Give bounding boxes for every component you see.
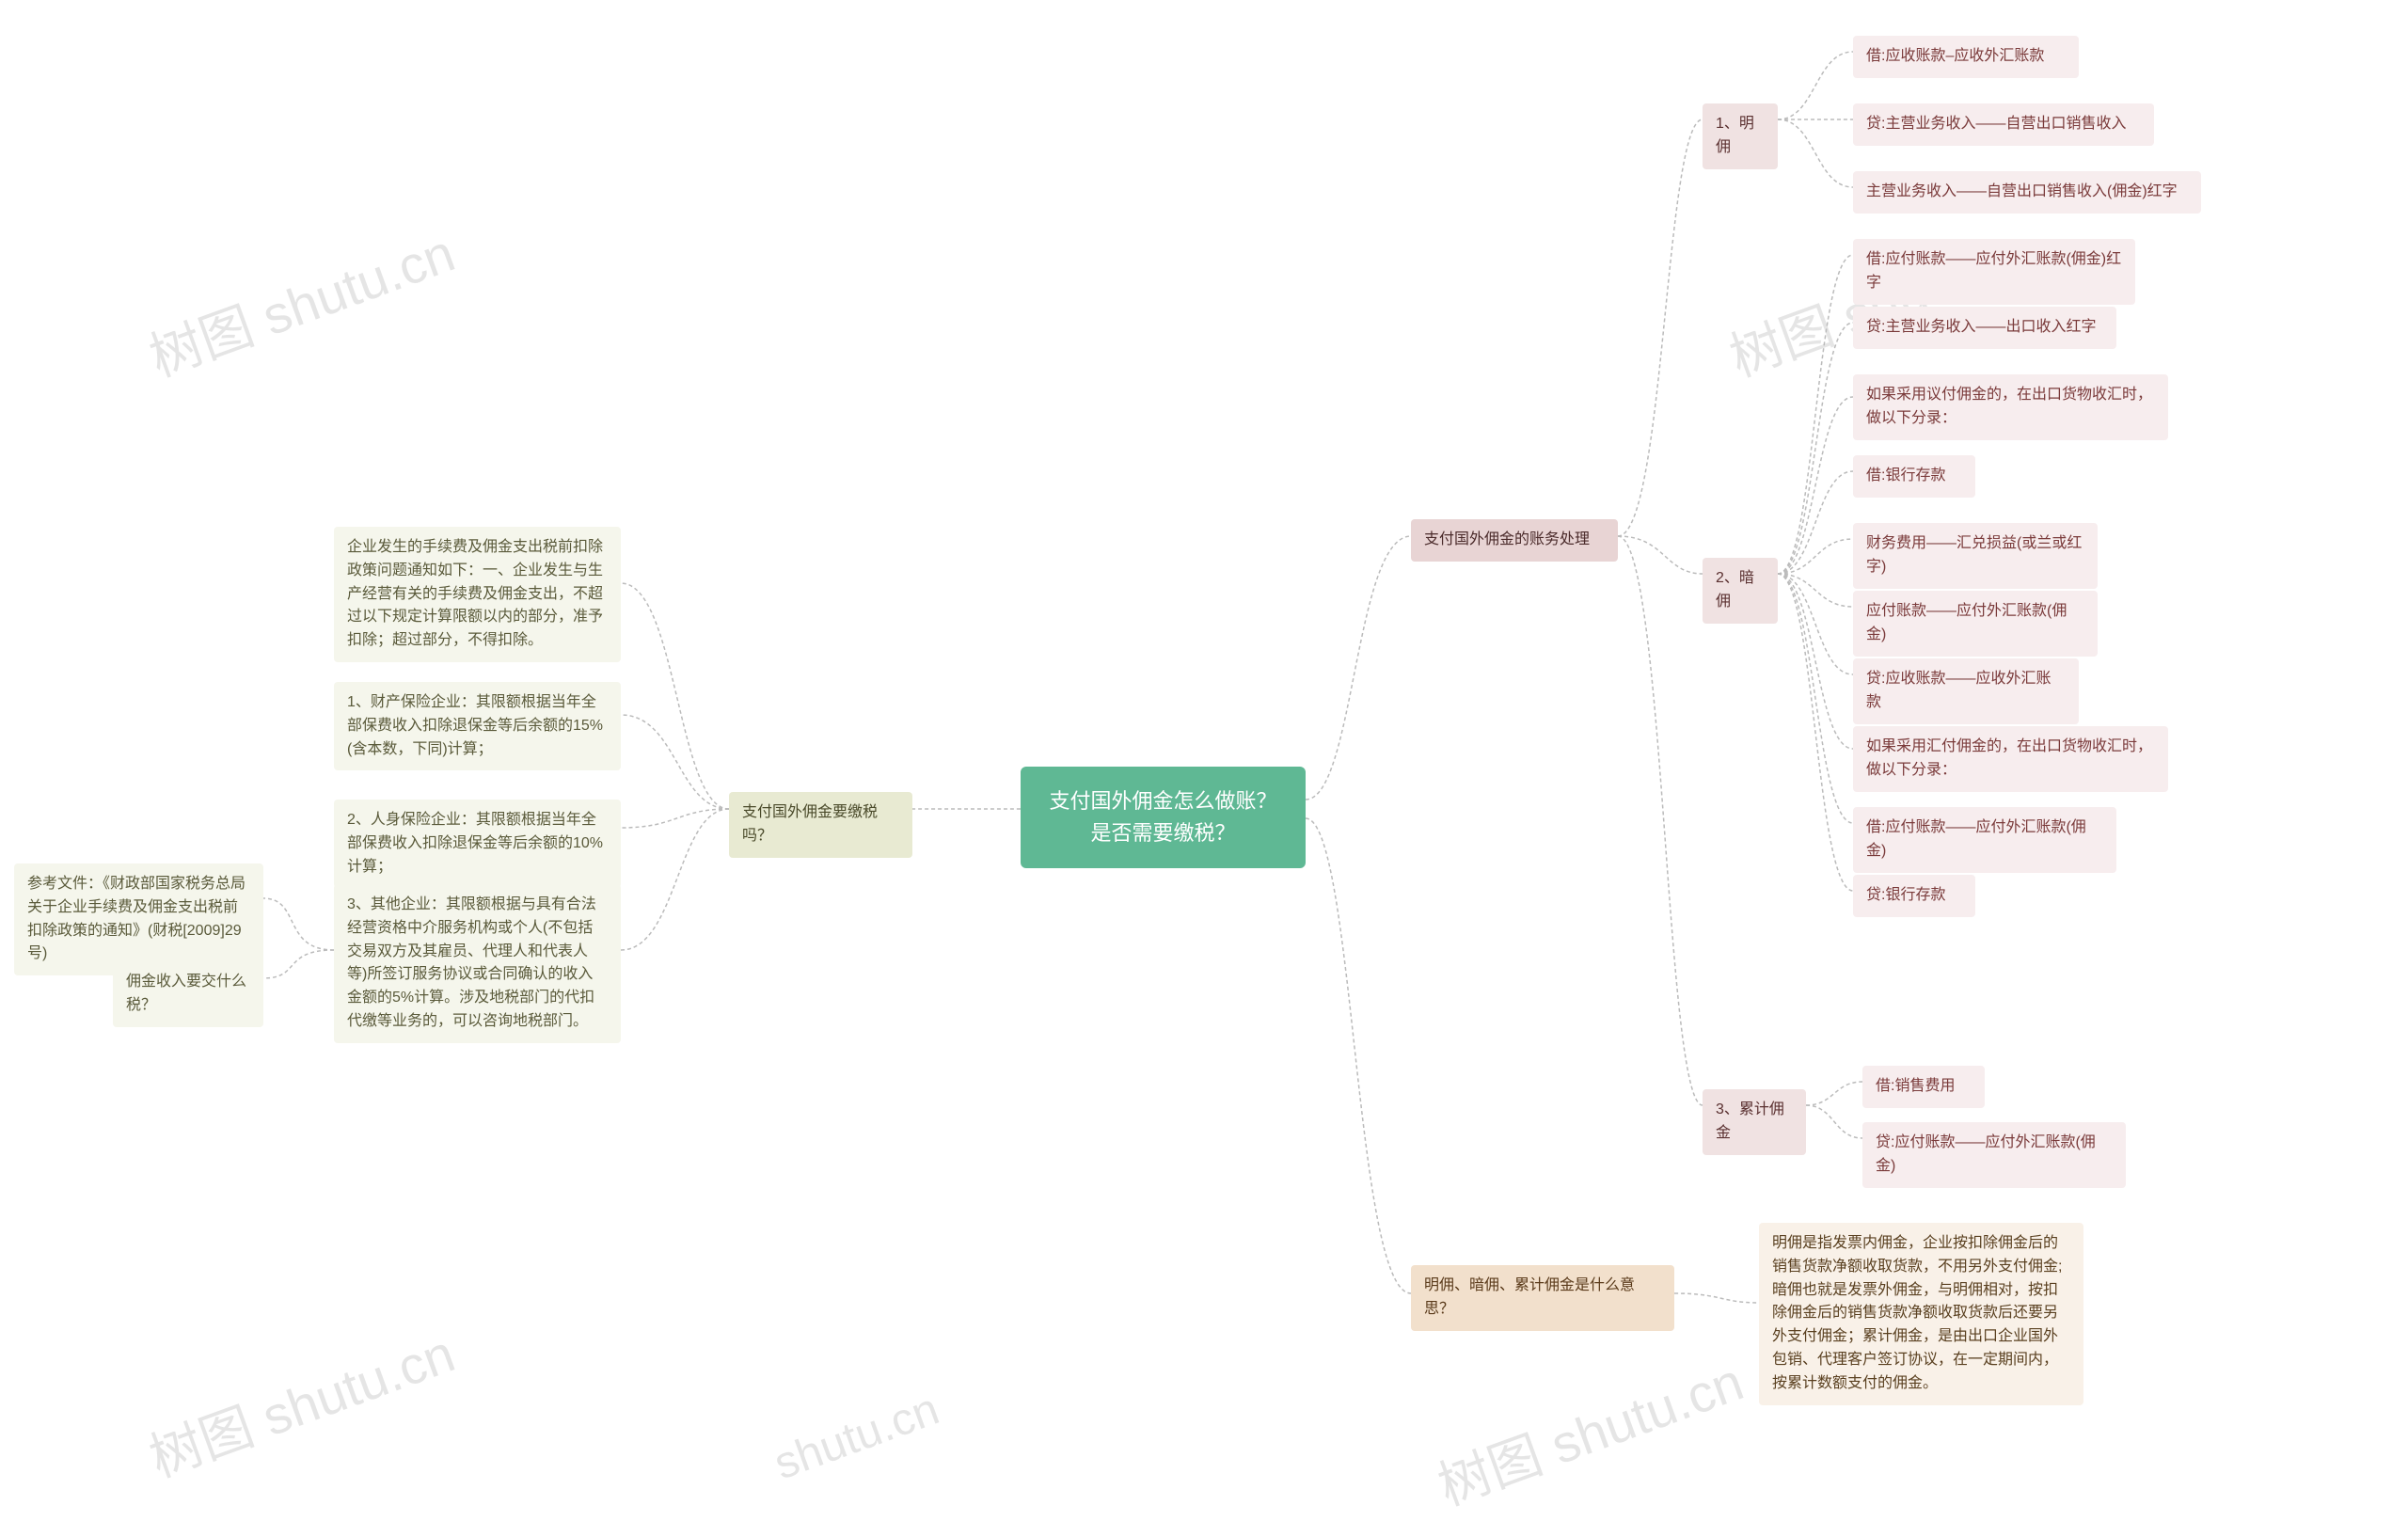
- left-sub-0: 参考文件：《财政部国家税务总局关于企业手续费及佣金支出税前扣除政策的通知》(财税…: [14, 863, 263, 975]
- watermark: 树图 shutu.cn: [137, 1311, 464, 1492]
- right1-g2-item-6: 贷:应收账款——应收外汇账款: [1853, 658, 2079, 724]
- right1-g2-item-9: 贷:银行存款: [1853, 875, 1975, 917]
- right1-g1[interactable]: 1、明佣: [1703, 103, 1778, 169]
- left-item-0: 企业发生的手续费及佣金支出税前扣除政策问题通知如下：一、企业发生与生产经营有关的…: [334, 527, 621, 662]
- left-item-1: 1、财产保险企业：其限额根据当年全部保费收入扣除退保金等后余额的15%(含本数，…: [334, 682, 621, 770]
- right1-g3-item-0: 借:销售费用: [1862, 1066, 1985, 1108]
- right1-g2-item-2: 如果采用议付佣金的，在出口货物收汇时，做以下分录：: [1853, 374, 2168, 440]
- right1-g1-item-1: 贷:主营业务收入——自营出口销售收入: [1853, 103, 2154, 146]
- right1-g2-item-3: 借:银行存款: [1853, 455, 1975, 498]
- right1-g2-item-4: 财务费用——汇兑损益(或兰或红字): [1853, 523, 2098, 589]
- watermark: 树图 shutu.cn: [137, 211, 464, 391]
- right1-g1-item-2: 主营业务收入——自营出口销售收入(佣金)红字: [1853, 171, 2201, 214]
- right1-branch[interactable]: 支付国外佣金的账务处理: [1411, 519, 1618, 562]
- watermark: shutu.cn: [768, 1384, 945, 1491]
- right1-g1-item-0: 借:应收账款–应收外汇账款: [1853, 36, 2079, 78]
- right1-g3-item-1: 贷:应付账款——应付外汇账款(佣金): [1862, 1122, 2126, 1188]
- root-node[interactable]: 支付国外佣金怎么做账？是否需要缴税？: [1021, 767, 1306, 868]
- watermark: 树图 shutu.cn: [1426, 1339, 1752, 1520]
- right1-g2-item-5: 应付账款——应付外汇账款(佣金): [1853, 591, 2098, 657]
- right2-branch[interactable]: 明佣、暗佣、累计佣金是什么意思？: [1411, 1265, 1674, 1331]
- right1-g2-item-1: 贷:主营业务收入——出口收入红字: [1853, 307, 2116, 349]
- right2-text: 明佣是指发票内佣金，企业按扣除佣金后的销售货款净额收取货款，不用另外支付佣金;暗…: [1759, 1223, 2083, 1405]
- left-sub-1: 佣金收入要交什么税？: [113, 961, 263, 1027]
- right1-g2[interactable]: 2、暗佣: [1703, 558, 1778, 624]
- right1-g2-item-0: 借:应付账款——应付外汇账款(佣金)红字: [1853, 239, 2135, 305]
- right1-g2-item-8: 借:应付账款——应付外汇账款(佣金): [1853, 807, 2116, 873]
- left-item-2: 2、人身保险企业：其限额根据当年全部保费收入扣除退保金等后余额的10%计算；: [334, 800, 621, 888]
- right1-g3[interactable]: 3、累计佣金: [1703, 1089, 1806, 1155]
- left-item-3: 3、其他企业：其限额根据与具有合法经营资格中介服务机构或个人(不包括交易双方及其…: [334, 884, 621, 1043]
- left-branch[interactable]: 支付国外佣金要缴税吗？: [729, 792, 912, 858]
- right1-g2-item-7: 如果采用汇付佣金的，在出口货物收汇时，做以下分录：: [1853, 726, 2168, 792]
